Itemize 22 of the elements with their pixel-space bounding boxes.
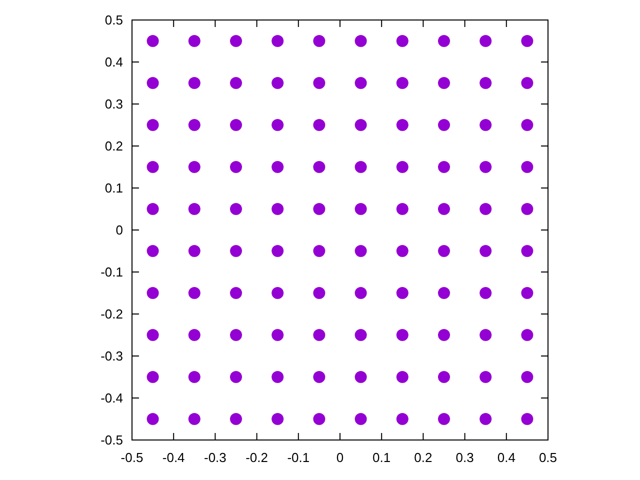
y-tick-label: -0.3: [100, 348, 123, 364]
x-tick-label: -0.1: [287, 450, 310, 465]
y-tick-label: 0.3: [104, 96, 123, 112]
y-tick-label: 0.1: [104, 180, 123, 196]
y-tick-label: -0.1: [100, 264, 123, 280]
x-tick-label: 0.3: [456, 450, 474, 465]
y-tick-label: 0.5: [104, 12, 123, 28]
y-tick-label: -0.2: [100, 306, 123, 322]
y-tick-label: 0: [116, 222, 123, 238]
x-tick-label: 0.2: [414, 450, 432, 465]
x-tick-label: -0.4: [162, 450, 185, 465]
x-tick-label: -0.3: [204, 450, 226, 465]
x-tick-label: 0.5: [538, 450, 558, 465]
y-tick-label: -0.5: [100, 432, 123, 448]
x-tick-label: 0.1: [372, 450, 391, 465]
y-tick-label: 0.2: [104, 138, 123, 154]
x-tick-label: 0.4: [497, 450, 516, 465]
x-tick-label: 0: [336, 450, 344, 465]
x-tick-label: -0.5: [120, 450, 144, 465]
y-tick-label: -0.4: [100, 390, 123, 406]
y-tick-label: 0.4: [104, 54, 123, 70]
x-tick-label: -0.2: [246, 450, 268, 465]
